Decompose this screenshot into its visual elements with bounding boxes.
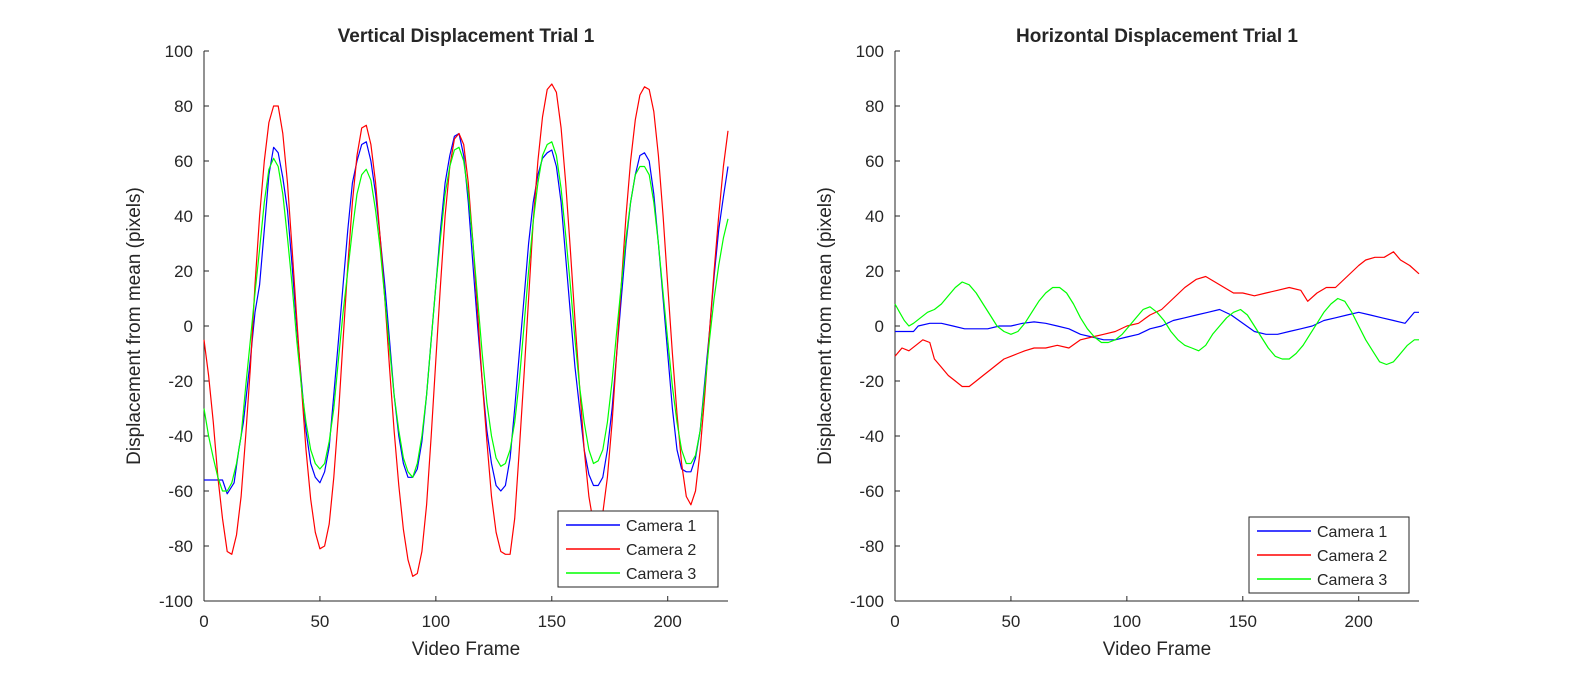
y-tick-label: 40 — [865, 207, 884, 226]
y-tick-label: -100 — [159, 592, 193, 611]
legend-label-camera-2: Camera 2 — [1317, 548, 1387, 565]
chart-1: -100 -80 -60 -40 -20 0 20 40 60 80 100 0 50 100 150 200… — [124, 26, 729, 660]
x-tick-label: 150 — [538, 612, 566, 631]
y-tick-label: 40 — [174, 207, 193, 226]
y-tick-label: 100 — [165, 42, 193, 61]
series-line-camera-1 — [895, 308, 1419, 341]
legend-label-camera-3: Camera 3 — [1317, 572, 1387, 589]
x-tick-label: 200 — [1345, 612, 1373, 631]
y-tick-label: -60 — [859, 482, 884, 501]
legend: Camera 1 Camera 2 Camera 3 — [557, 510, 719, 588]
y-tick-label: -60 — [168, 482, 193, 501]
plot-area — [895, 51, 1419, 601]
x-tick-label: 0 — [199, 612, 208, 631]
y-tick-label: -40 — [168, 427, 193, 446]
y-tick-label: -80 — [168, 537, 193, 556]
y-tick-label: -40 — [859, 427, 884, 446]
chart-2: -100 -80 -60 -40 -20 0 20 40 60 80 100 0 50 100 150 200… — [815, 26, 1420, 660]
y-tick-label: -20 — [859, 372, 884, 391]
x-tick-label: 0 — [890, 612, 899, 631]
y-tick-label: -100 — [850, 592, 884, 611]
x-tick-label: 50 — [310, 612, 329, 631]
legend-label-camera-1: Camera 1 — [1317, 524, 1387, 541]
y-tick-label: 80 — [174, 97, 193, 116]
x-axis-label: Video Frame — [1103, 639, 1211, 660]
x-tick-label: 100 — [1113, 612, 1141, 631]
y-axis-label: Displacement from mean (pixels) — [124, 187, 145, 465]
x-tick-label: 200 — [654, 612, 682, 631]
x-tick-label: 150 — [1229, 612, 1257, 631]
y-tick-label: 0 — [875, 317, 884, 336]
plot-area — [204, 51, 728, 601]
series-line-camera-3 — [203, 141, 729, 492]
y-tick-label: 80 — [865, 97, 884, 116]
x-tick-label: 100 — [422, 612, 450, 631]
x-axis-label: Video Frame — [412, 639, 520, 660]
chart-title: Vertical Displacement Trial 1 — [338, 26, 595, 47]
legend: Camera 1 Camera 2 Camera 3 — [1248, 516, 1410, 594]
series-line-camera-2 — [894, 251, 1420, 388]
y-tick-label: -20 — [168, 372, 193, 391]
legend-label-camera-3: Camera 3 — [626, 566, 696, 583]
series-line-camera-1 — [204, 132, 729, 495]
legend-label-camera-1: Camera 1 — [626, 518, 696, 535]
legend-label-camera-2: Camera 2 — [626, 542, 696, 559]
series-line-camera-2 — [203, 83, 729, 577]
y-tick-label: 0 — [184, 317, 193, 336]
chart-title: Horizontal Displacement Trial 1 — [1016, 26, 1298, 47]
x-tick-label: 50 — [1001, 612, 1020, 631]
y-axis-label: Displacement from mean (pixels) — [815, 187, 836, 465]
y-tick-label: 20 — [174, 262, 193, 281]
y-tick-label: 60 — [865, 152, 884, 171]
y-tick-label: 100 — [856, 42, 884, 61]
y-tick-label: 20 — [865, 262, 884, 281]
y-tick-label: -80 — [859, 537, 884, 556]
series-line-camera-3 — [894, 281, 1419, 366]
y-tick-label: 60 — [174, 152, 193, 171]
